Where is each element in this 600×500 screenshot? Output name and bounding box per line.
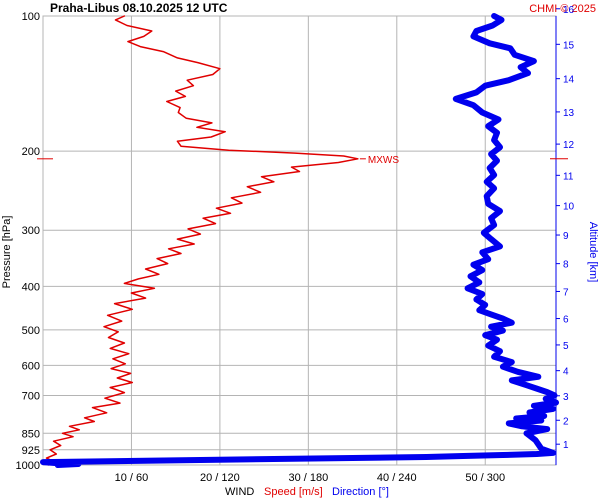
series-group — [37, 13, 568, 468]
altitude-tick-label: 6 — [563, 315, 569, 326]
altitude-tick-label: 2 — [563, 416, 569, 427]
wind-label: WIND — [225, 486, 254, 498]
pressure-tick-label: 200 — [22, 146, 40, 158]
pressure-tick-label: 925 — [22, 445, 40, 457]
pressure-tick-label: 850 — [22, 428, 40, 440]
chart-title: Praha-Libus 08.10.2025 12 UTC — [50, 1, 228, 15]
pressure-tick-label: 600 — [22, 360, 40, 372]
speed-axis-title: Speed [m/s] — [264, 486, 323, 498]
pressure-tick-label: 300 — [22, 225, 40, 237]
wind-tick-label: 30 / 180 — [288, 472, 328, 484]
wind-tick-label: 40 / 240 — [377, 472, 417, 484]
pressure-tick-label: 100 — [22, 11, 40, 23]
grid — [42, 15, 557, 466]
pressure-axis: 100 200 300 400 500 600 700 850 925 1000 — [16, 11, 40, 472]
altitude-tick-label: 13 — [563, 108, 575, 119]
altitude-tick-label: 3 — [563, 392, 569, 403]
altitude-tick-label: 5 — [563, 341, 569, 352]
altitude-tick-label: 11 — [563, 171, 574, 182]
pressure-tick-label: 700 — [22, 390, 40, 402]
altitude-tick-label: 7 — [563, 287, 569, 298]
credit-label: CHMI © 2025 — [529, 3, 596, 15]
wind-tick-label: 10 / 60 — [115, 472, 149, 484]
direction-line — [40, 13, 559, 468]
wind-tick-label: 50 / 300 — [465, 472, 505, 484]
altitude-tick-label: 9 — [563, 231, 569, 242]
direction-axis-title: Direction [°] — [332, 486, 389, 498]
pressure-tick-label: 1000 — [16, 460, 40, 472]
altitude-tick-label: 8 — [563, 260, 569, 271]
wind-tick-label: 20 / 120 — [200, 472, 240, 484]
altitude-tick-label: 15 — [563, 40, 575, 51]
speed-line — [45, 15, 359, 466]
max-wind-label: MXWS — [368, 155, 399, 166]
altitude-tick-label: 10 — [563, 202, 575, 213]
pressure-tick-label: 500 — [22, 325, 40, 337]
altitude-tick-label: 14 — [563, 75, 575, 86]
pressure-tick-label: 400 — [22, 281, 40, 293]
wind-axis: 10 / 60 20 / 120 30 / 180 40 / 240 50 / 300 — [115, 472, 505, 484]
altitude-tick-label: 4 — [563, 367, 569, 378]
pressure-axis-title: Pressure [hPa] — [1, 216, 13, 289]
plot-frame — [42, 15, 557, 466]
altitude-tick-label: 1 — [563, 440, 569, 451]
altitude-tick-label: 12 — [563, 140, 575, 151]
altitude-axis-title: Altitude [km] — [587, 222, 599, 283]
altitude-tick-label: 16 — [563, 5, 575, 16]
